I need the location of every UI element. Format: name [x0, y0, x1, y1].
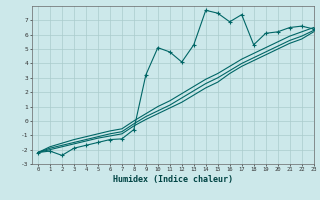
X-axis label: Humidex (Indice chaleur): Humidex (Indice chaleur): [113, 175, 233, 184]
